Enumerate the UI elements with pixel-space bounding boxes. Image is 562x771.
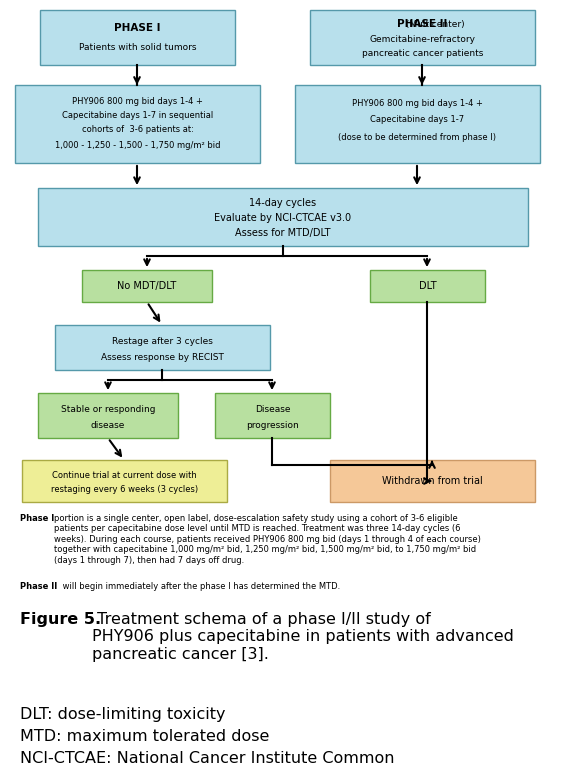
Text: will begin immediately after the phase I has determined the MTD.: will begin immediately after the phase I… [60, 582, 340, 591]
Text: restaging every 6 weeks (3 cycles): restaging every 6 weeks (3 cycles) [51, 486, 198, 494]
Text: NCI-CTCAE: National Cancer Institute Common: NCI-CTCAE: National Cancer Institute Com… [20, 751, 395, 766]
Text: PHASE II: PHASE II [397, 19, 448, 29]
Text: Evaluate by NCI-CTCAE v3.0: Evaluate by NCI-CTCAE v3.0 [215, 213, 352, 223]
Text: pancreatic cancer patients: pancreatic cancer patients [362, 49, 483, 58]
Text: Gemcitabine-refractory: Gemcitabine-refractory [369, 35, 475, 45]
Text: Patients with solid tumors: Patients with solid tumors [79, 43, 196, 52]
Text: 1,000 - 1,250 - 1,500 - 1,750 mg/m² bid: 1,000 - 1,250 - 1,500 - 1,750 mg/m² bid [55, 140, 220, 150]
Text: cohorts of  3-6 patients at:: cohorts of 3-6 patients at: [81, 124, 193, 133]
Text: DLT: DLT [419, 281, 436, 291]
Text: Assess response by RECIST: Assess response by RECIST [101, 352, 224, 362]
Text: PHASE I: PHASE I [114, 23, 161, 33]
Text: DLT: dose-limiting toxicity: DLT: dose-limiting toxicity [20, 707, 225, 722]
FancyBboxPatch shape [15, 85, 260, 163]
Text: MTD: maximum tolerated dose: MTD: maximum tolerated dose [20, 729, 269, 744]
FancyBboxPatch shape [38, 393, 178, 438]
Text: Capecitabine days 1-7 in sequential: Capecitabine days 1-7 in sequential [62, 110, 213, 120]
Text: Phase I: Phase I [20, 514, 55, 523]
FancyBboxPatch shape [330, 460, 535, 502]
Text: Phase II: Phase II [20, 582, 57, 591]
Text: Continue trial at current dose with: Continue trial at current dose with [52, 470, 197, 480]
Text: Restage after 3 cycles: Restage after 3 cycles [112, 336, 213, 345]
FancyBboxPatch shape [22, 460, 227, 502]
FancyBboxPatch shape [295, 85, 540, 163]
FancyBboxPatch shape [310, 10, 535, 65]
Text: (dose to be determined from phase I): (dose to be determined from phase I) [338, 133, 496, 142]
Text: Treatment schema of a phase I/II study of
PHY906 plus capecitabine in patients w: Treatment schema of a phase I/II study o… [92, 612, 514, 662]
Text: progression: progression [246, 420, 299, 429]
FancyBboxPatch shape [370, 270, 485, 302]
Text: (Multicenter): (Multicenter) [380, 19, 465, 29]
Text: portion is a single center, open label, dose-escalation safety study using a coh: portion is a single center, open label, … [54, 514, 481, 564]
FancyBboxPatch shape [55, 325, 270, 370]
Text: 14-day cycles: 14-day cycles [250, 198, 316, 208]
Text: disease: disease [91, 420, 125, 429]
Text: PHY906 800 mg bid days 1-4 +: PHY906 800 mg bid days 1-4 + [352, 99, 483, 107]
Text: Stable or responding: Stable or responding [61, 405, 155, 413]
Text: Disease: Disease [255, 405, 290, 413]
FancyBboxPatch shape [215, 393, 330, 438]
Text: Assess for MTD/DLT: Assess for MTD/DLT [235, 228, 331, 238]
FancyBboxPatch shape [40, 10, 235, 65]
Text: Figure 5.: Figure 5. [20, 612, 101, 627]
Text: PHY906 800 mg bid days 1-4 +: PHY906 800 mg bid days 1-4 + [72, 96, 203, 106]
FancyBboxPatch shape [82, 270, 212, 302]
FancyBboxPatch shape [38, 188, 528, 246]
Text: No MDT/DLT: No MDT/DLT [117, 281, 176, 291]
Text: Capecitabine days 1-7: Capecitabine days 1-7 [370, 115, 465, 123]
Text: Withdrawn from trial: Withdrawn from trial [382, 476, 483, 486]
